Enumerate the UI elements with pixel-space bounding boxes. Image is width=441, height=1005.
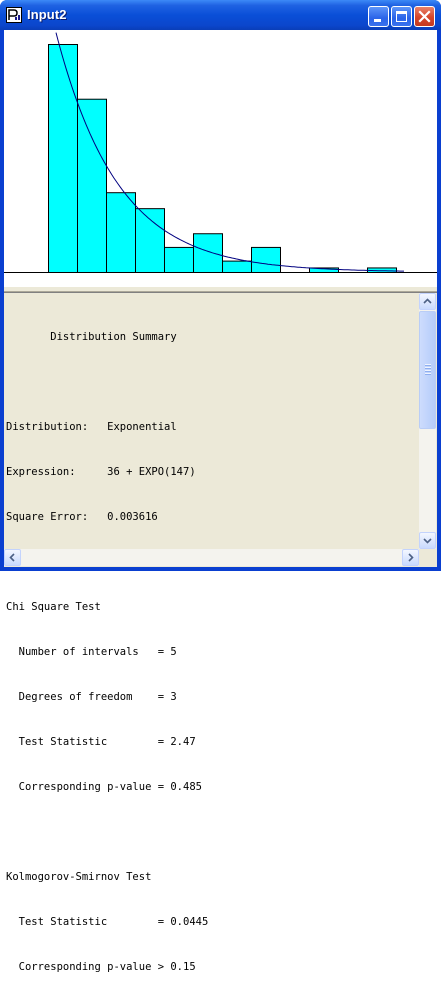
scroll-down-button[interactable] <box>419 532 436 549</box>
distribution-line: Distribution: Exponential <box>6 421 177 433</box>
client-area: Distribution Summary Distribution: Expon… <box>4 30 437 973</box>
ks-p-value-line: Corresponding p-value > 0.15 <box>6 961 196 973</box>
pane-splitter[interactable] <box>4 286 437 292</box>
fitted-curve <box>55 32 404 272</box>
chi-intervals-line: Number of intervals = 5 <box>6 646 177 658</box>
chi-p-value-line: Corresponding p-value = 0.485 <box>6 781 202 793</box>
histogram-bar <box>48 44 78 273</box>
chevron-left-icon <box>9 553 15 562</box>
close-icon <box>418 10 431 23</box>
histogram-bar <box>77 98 107 273</box>
minimize-icon <box>374 19 381 22</box>
distribution-summary: Distribution Summary Distribution: Expon… <box>6 300 416 1005</box>
chi-statistic-line: Test Statistic = 2.47 <box>6 736 196 748</box>
histogram-bar <box>251 246 281 273</box>
chevron-down-icon <box>423 538 432 544</box>
chi-square-heading: Chi Square Test <box>6 601 101 613</box>
expression-line: Expression: 36 + EXPO(147) <box>6 466 196 478</box>
vertical-scrollbar[interactable] <box>419 293 436 549</box>
summary-panel: Distribution Summary Distribution: Expon… <box>4 292 437 973</box>
square-error-line: Square Error: 0.003616 <box>6 511 158 523</box>
scroll-up-button[interactable] <box>419 293 436 310</box>
window-title: Input2 <box>27 7 67 22</box>
ks-heading: Kolmogorov-Smirnov Test <box>6 871 152 883</box>
chevron-up-icon <box>423 298 432 304</box>
summary-heading: Distribution Summary <box>6 331 177 343</box>
title-bar[interactable]: Input2 <box>0 0 441 30</box>
histogram-bar <box>193 233 223 274</box>
input2-window: Input2 Distribution Summary <box>0 0 441 973</box>
maximize-button[interactable] <box>391 6 412 27</box>
chevron-right-icon <box>408 553 414 562</box>
histogram-bar <box>164 246 194 273</box>
horizontal-scrollbar[interactable] <box>4 549 419 566</box>
app-icon[interactable] <box>6 7 22 23</box>
scroll-left-button[interactable] <box>4 549 21 566</box>
scrollbar-corner <box>419 549 436 566</box>
maximize-icon <box>396 11 407 22</box>
histogram-bar <box>106 192 136 273</box>
histogram-bar <box>222 260 252 274</box>
chi-dof-line: Degrees of freedom = 3 <box>6 691 177 703</box>
vertical-scroll-thumb[interactable] <box>419 311 436 429</box>
close-button[interactable] <box>414 6 435 27</box>
scroll-right-button[interactable] <box>402 549 419 566</box>
histogram-chart <box>4 30 437 286</box>
ks-statistic-line: Test Statistic = 0.0445 <box>6 916 209 928</box>
histogram-svg <box>4 32 437 274</box>
histogram-bar <box>135 208 165 274</box>
minimize-button[interactable] <box>368 6 389 27</box>
